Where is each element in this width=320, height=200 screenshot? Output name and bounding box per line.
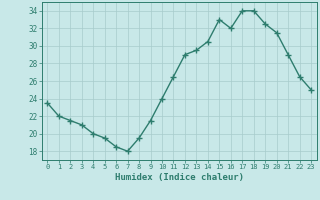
X-axis label: Humidex (Indice chaleur): Humidex (Indice chaleur) <box>115 173 244 182</box>
